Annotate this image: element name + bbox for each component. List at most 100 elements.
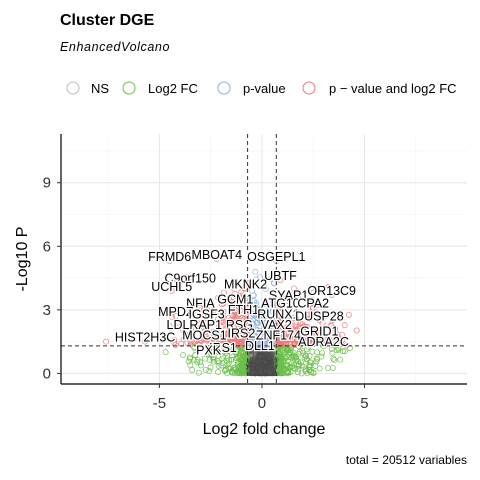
gene-label: MKNK2 bbox=[224, 278, 267, 292]
data-point-p bbox=[250, 321, 257, 328]
data-point-both bbox=[215, 332, 222, 339]
data-point-both bbox=[242, 323, 249, 330]
data-point-p bbox=[258, 314, 265, 321]
data-point-fc bbox=[210, 356, 217, 363]
data-point-fc bbox=[300, 349, 307, 356]
data-point-both bbox=[304, 312, 311, 318]
data-point-fc bbox=[305, 344, 312, 351]
data-point-ns bbox=[254, 346, 261, 353]
data-point-both bbox=[243, 316, 250, 323]
data-point-fc bbox=[318, 353, 325, 360]
gene-label: PXK bbox=[196, 343, 222, 357]
data-point-both bbox=[304, 331, 310, 338]
data-point-p bbox=[268, 275, 275, 282]
data-point-both bbox=[320, 337, 327, 344]
data-point-fc bbox=[329, 364, 336, 371]
data-point-both bbox=[328, 322, 334, 329]
data-point-fc bbox=[180, 352, 187, 359]
data-point-both bbox=[187, 279, 194, 286]
data-point-both bbox=[172, 341, 179, 348]
data-point-both bbox=[224, 339, 231, 346]
data-point-both bbox=[305, 315, 312, 322]
data-point-both bbox=[236, 295, 243, 302]
data-point-fc bbox=[302, 366, 309, 373]
data-point-both bbox=[305, 341, 312, 348]
data-point-p bbox=[258, 320, 265, 327]
data-point-fc bbox=[337, 356, 344, 363]
data-point-p bbox=[268, 325, 275, 332]
data-point-fc bbox=[290, 349, 297, 356]
data-point-p bbox=[246, 296, 253, 303]
data-point-fc bbox=[228, 352, 235, 359]
data-point-both bbox=[331, 339, 338, 346]
data-point-both bbox=[232, 290, 238, 297]
y-tick-label: 0 bbox=[43, 365, 51, 382]
data-point-p bbox=[248, 321, 255, 328]
data-point-both bbox=[316, 332, 323, 339]
data-point-both bbox=[281, 305, 287, 311]
data-point-p bbox=[255, 307, 262, 314]
data-point-both bbox=[240, 311, 247, 318]
data-point-both bbox=[224, 335, 231, 342]
data-point-both bbox=[199, 327, 205, 333]
data-point-both bbox=[195, 339, 202, 346]
data-point-both bbox=[213, 309, 220, 316]
data-point-both bbox=[277, 309, 284, 316]
data-point-fc bbox=[239, 345, 246, 352]
data-point-both bbox=[232, 332, 239, 339]
data-point-fc bbox=[232, 364, 239, 371]
data-point-both bbox=[329, 325, 336, 332]
data-point-fc bbox=[216, 359, 222, 366]
data-point-p bbox=[251, 335, 258, 341]
data-point-both bbox=[294, 326, 300, 333]
data-point-both bbox=[302, 324, 309, 331]
data-point-ns bbox=[249, 365, 256, 372]
data-point-both bbox=[309, 297, 315, 304]
data-point-p bbox=[250, 292, 257, 299]
data-point-both bbox=[335, 336, 342, 343]
data-point-fc bbox=[237, 369, 244, 376]
data-point-fc bbox=[240, 358, 247, 365]
gene-label: LDLRAP1 bbox=[167, 318, 223, 332]
data-point-fc bbox=[232, 348, 239, 355]
data-point-p bbox=[268, 337, 275, 343]
data-point-both bbox=[279, 301, 286, 308]
data-point-fc bbox=[310, 370, 317, 377]
data-point-both bbox=[332, 325, 339, 332]
data-point-ns bbox=[261, 359, 268, 366]
data-point-both bbox=[220, 319, 227, 326]
data-point-both bbox=[234, 335, 241, 342]
data-point-both bbox=[201, 336, 208, 343]
legend-label-p: p-value bbox=[243, 81, 286, 96]
y-tick-label: 9 bbox=[43, 175, 51, 192]
data-point-both bbox=[202, 299, 209, 306]
data-point-p bbox=[245, 327, 252, 334]
data-point-fc bbox=[207, 364, 214, 371]
data-point-both bbox=[166, 322, 173, 329]
data-point-both bbox=[326, 337, 333, 343]
data-point-both bbox=[224, 323, 231, 330]
data-point-both bbox=[221, 334, 228, 341]
data-point-fc bbox=[238, 368, 245, 375]
data-point-both bbox=[220, 300, 227, 307]
gene-labels: FRMD6 MBOAT4 OSGEPL1 UBTF C9orf150 MKNK2 UCHL5… bbox=[114, 247, 358, 359]
gene-label: ZNF174 bbox=[256, 329, 301, 343]
data-point-ns bbox=[255, 364, 262, 371]
data-point-both bbox=[217, 341, 224, 348]
gene-label: UCHL5 bbox=[151, 280, 192, 294]
data-point-fc bbox=[316, 365, 323, 372]
data-point-fc bbox=[283, 362, 290, 369]
data-point-both bbox=[343, 342, 350, 349]
y-tick-label: 6 bbox=[43, 238, 51, 255]
data-point-fc bbox=[242, 365, 249, 372]
data-point-fc bbox=[290, 365, 297, 371]
data-point-both bbox=[292, 327, 299, 334]
data-point-ns bbox=[256, 347, 263, 354]
data-point-both bbox=[285, 292, 292, 299]
data-point-both bbox=[210, 328, 217, 335]
gene-label: RSG bbox=[226, 318, 253, 332]
data-point-fc bbox=[312, 363, 319, 369]
data-point-ns bbox=[268, 349, 275, 356]
data-point-both bbox=[316, 313, 323, 319]
data-point-fc bbox=[276, 366, 282, 373]
